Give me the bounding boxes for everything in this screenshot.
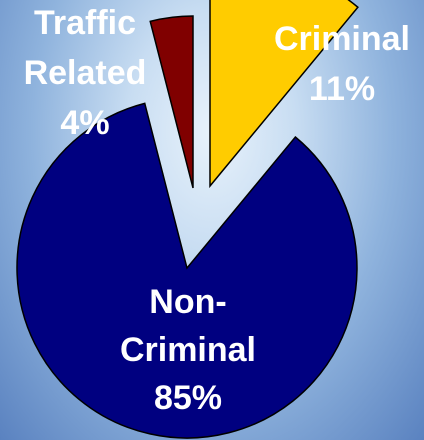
pie-slice-0: [209, 0, 359, 189]
pie-slice-2: [149, 15, 194, 189]
slice-label-1: Non- Criminal 85%: [120, 283, 256, 417]
slice-label-line: Non-: [149, 283, 226, 321]
slice-label-line: Criminal: [120, 331, 256, 369]
slice-label-2: Traffic Related 4%: [24, 4, 147, 142]
slice-label-line: Traffic: [34, 4, 136, 42]
slice-label-line: Related: [24, 54, 147, 92]
slice-label-line: 85%: [154, 379, 222, 417]
pie-slices: [16, 0, 359, 439]
pie-slice-1: [16, 102, 358, 439]
slice-label-line: Criminal: [274, 20, 410, 58]
slice-label-line: 11%: [309, 70, 375, 108]
pie-labels: Criminal 11% Non- Criminal 85% Traffic Related…: [24, 4, 410, 417]
slice-label-line: 4%: [60, 104, 109, 142]
slice-label-0: Criminal 11%: [274, 20, 410, 108]
